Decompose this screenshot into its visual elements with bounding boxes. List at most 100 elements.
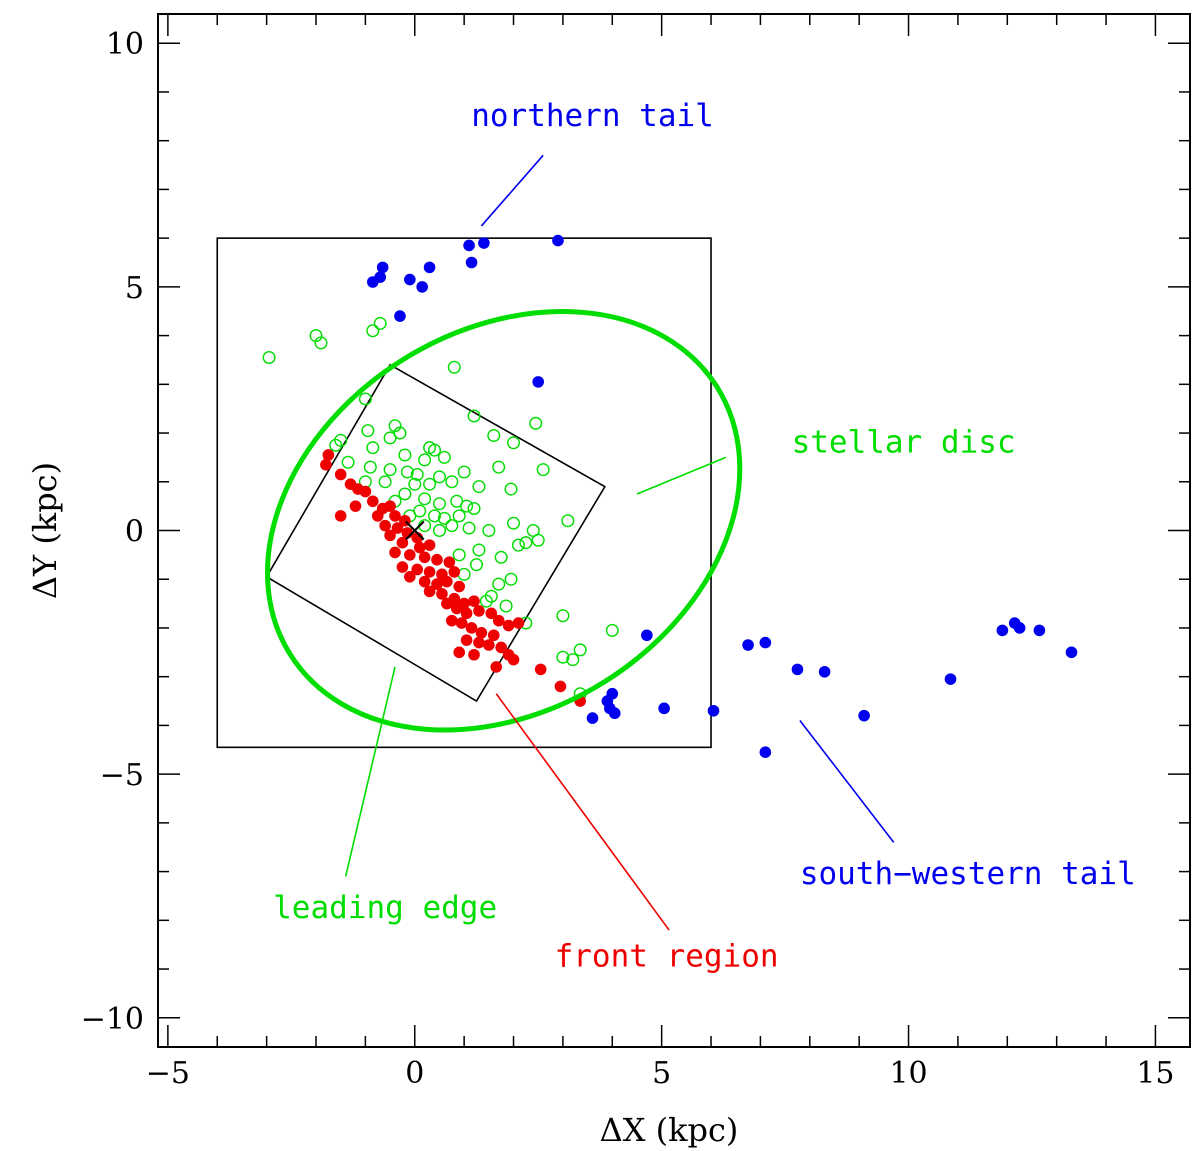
data-point bbox=[396, 561, 409, 573]
data-point bbox=[413, 541, 426, 554]
data-point bbox=[494, 550, 508, 564]
data-point bbox=[472, 543, 486, 557]
data-point bbox=[404, 273, 416, 286]
data-point bbox=[431, 578, 443, 590]
data-point bbox=[1033, 624, 1046, 637]
data-point bbox=[400, 465, 414, 479]
data-point bbox=[742, 639, 754, 651]
data-point bbox=[608, 707, 621, 720]
annotation-leading-edge: leading edge bbox=[273, 666, 497, 926]
data-point bbox=[383, 463, 397, 477]
data-point bbox=[467, 502, 481, 516]
data-point bbox=[334, 510, 347, 522]
data-point bbox=[482, 524, 496, 538]
data-point bbox=[450, 602, 463, 615]
data-point bbox=[432, 470, 446, 484]
data-point bbox=[410, 467, 424, 481]
data-point bbox=[1013, 622, 1026, 634]
annotation-label: stellar disc bbox=[792, 425, 1016, 461]
x-tick-label: 15 bbox=[1136, 1056, 1174, 1091]
data-point bbox=[373, 316, 387, 330]
y-axis-title: ΔY (kpc) bbox=[26, 462, 64, 599]
data-point bbox=[322, 449, 335, 461]
data-point bbox=[432, 524, 446, 538]
data-point bbox=[404, 570, 416, 583]
data-point bbox=[511, 538, 525, 552]
center-cross-line bbox=[405, 520, 425, 541]
data-point bbox=[490, 661, 503, 673]
data-point bbox=[534, 663, 547, 676]
data-point bbox=[379, 519, 391, 532]
data-point bbox=[366, 276, 379, 288]
data-point bbox=[858, 709, 870, 722]
data-point bbox=[431, 553, 443, 566]
data-point bbox=[329, 438, 343, 452]
data-point bbox=[378, 475, 392, 489]
data-point bbox=[418, 575, 431, 588]
data-point bbox=[519, 536, 533, 550]
data-point bbox=[428, 509, 442, 523]
data-point bbox=[606, 687, 619, 700]
data-point bbox=[408, 477, 422, 491]
data-point bbox=[418, 551, 431, 564]
data-point bbox=[507, 436, 521, 450]
x-tick-label: 5 bbox=[652, 1056, 671, 1091]
data-point bbox=[437, 511, 451, 525]
data-point bbox=[383, 431, 397, 445]
overlay-layer bbox=[216, 237, 712, 749]
data-point bbox=[605, 623, 619, 637]
data-point bbox=[463, 239, 475, 252]
data-point bbox=[349, 500, 362, 512]
rotated-box bbox=[265, 363, 606, 703]
data-point bbox=[314, 336, 328, 350]
data-point bbox=[366, 324, 380, 338]
data-point bbox=[455, 617, 468, 629]
data-point bbox=[573, 643, 587, 657]
data-point bbox=[341, 455, 355, 469]
annotation-south-western-tail: south−western tail bbox=[799, 720, 1136, 892]
data-point bbox=[418, 453, 432, 467]
disc-ellipse bbox=[265, 309, 743, 733]
data-point bbox=[359, 485, 372, 498]
data-point bbox=[507, 516, 521, 530]
x-tick-labels: −5 0 5 10 15 bbox=[146, 1056, 1175, 1091]
data-point bbox=[423, 441, 437, 455]
data-point bbox=[532, 376, 545, 388]
data-point bbox=[818, 666, 831, 678]
data-point bbox=[423, 539, 436, 551]
data-point bbox=[507, 653, 520, 666]
data-point bbox=[707, 704, 720, 717]
y-tick-label: −5 bbox=[100, 758, 144, 793]
data-point bbox=[586, 712, 599, 724]
data-point bbox=[492, 460, 506, 474]
data-point bbox=[404, 549, 416, 561]
annotation-leader-line bbox=[480, 154, 544, 227]
outer-box bbox=[216, 237, 712, 749]
data-point bbox=[759, 636, 772, 649]
data-point bbox=[492, 614, 505, 627]
data-point bbox=[473, 636, 485, 649]
data-point bbox=[391, 522, 404, 534]
data-point bbox=[384, 500, 396, 512]
center-marker bbox=[405, 520, 425, 541]
data-point bbox=[502, 619, 515, 632]
x-axis-title: ΔX (kpc) bbox=[600, 1111, 739, 1149]
y-tick-label: 10 bbox=[106, 27, 144, 62]
annotation-stellar-disc: stellar disc bbox=[636, 425, 1016, 495]
annotation-front-region: front region bbox=[495, 693, 779, 975]
data-point bbox=[441, 597, 453, 610]
data-point bbox=[441, 575, 453, 588]
data-point bbox=[468, 595, 480, 607]
data-point bbox=[512, 617, 525, 629]
data-point bbox=[457, 465, 471, 479]
data-point bbox=[504, 482, 518, 496]
data-point bbox=[499, 599, 513, 613]
data-point bbox=[465, 622, 478, 634]
data-point bbox=[366, 495, 379, 508]
data-point bbox=[366, 441, 380, 455]
x-tick-label: 0 bbox=[405, 1056, 424, 1091]
annotation-northern-tail: northern tail bbox=[471, 98, 714, 227]
data-point bbox=[371, 510, 384, 522]
annotation-layer: northern tail stellar disc leading edge fro… bbox=[273, 98, 1136, 975]
